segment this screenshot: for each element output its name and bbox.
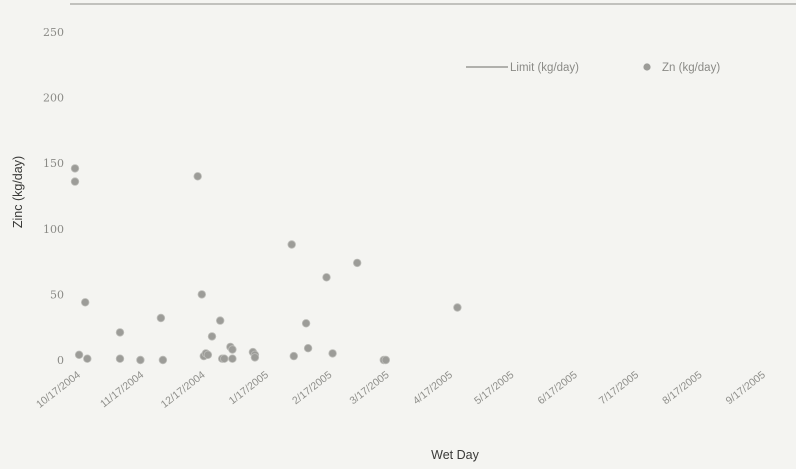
zn-data-point — [328, 349, 337, 358]
zn-data-point — [322, 273, 331, 282]
x-axis-title: Wet Day — [431, 448, 479, 462]
zn-data-point — [203, 350, 213, 359]
zn-data-point — [215, 316, 225, 325]
y-tick-label: 200 — [43, 92, 64, 105]
y-tick-label: 150 — [43, 157, 64, 170]
zn-data-point — [220, 354, 229, 363]
legend-limit-label: Limit (kg/day) — [510, 62, 579, 74]
zn-data-point — [207, 332, 217, 341]
y-axis-title: Zinc (kg/day) — [11, 156, 25, 228]
zn-data-point — [289, 351, 298, 361]
zn-data-point — [228, 345, 237, 354]
zn-data-point — [70, 164, 80, 173]
zn-data-point — [250, 353, 260, 362]
zn-data-point — [197, 290, 206, 299]
legend-zn-label: Zn (kg/day) — [662, 62, 720, 74]
zn-data-point — [136, 355, 145, 365]
zn-data-point — [287, 240, 296, 249]
zn-data-point — [453, 303, 462, 312]
zn-data-point — [115, 354, 125, 363]
y-tick-label: 0 — [57, 354, 64, 367]
zn-series — [70, 164, 462, 365]
zn-data-point — [83, 354, 92, 363]
zn-data-point — [115, 328, 125, 337]
zn-data-point — [193, 172, 202, 181]
zn-data-point — [158, 355, 168, 365]
zn-data-point — [74, 350, 84, 359]
y-tick-label: 250 — [43, 26, 64, 39]
zn-data-point — [303, 344, 313, 353]
zn-data-point — [301, 319, 311, 328]
y-tick-label: 50 — [50, 288, 64, 301]
zn-data-point — [156, 313, 166, 323]
zn-data-point — [353, 258, 362, 268]
y-tick-label: 100 — [43, 223, 64, 236]
zn-data-point — [80, 298, 90, 307]
zn-data-point — [381, 355, 390, 365]
legend-zn-swatch — [643, 63, 651, 71]
zn-data-point — [70, 177, 80, 186]
legend: Limit (kg/day) Zn (kg/day) — [466, 62, 720, 74]
zn-data-point — [228, 354, 237, 363]
y-axis-ticks: 0 50 100 150 200 250 — [43, 26, 64, 367]
